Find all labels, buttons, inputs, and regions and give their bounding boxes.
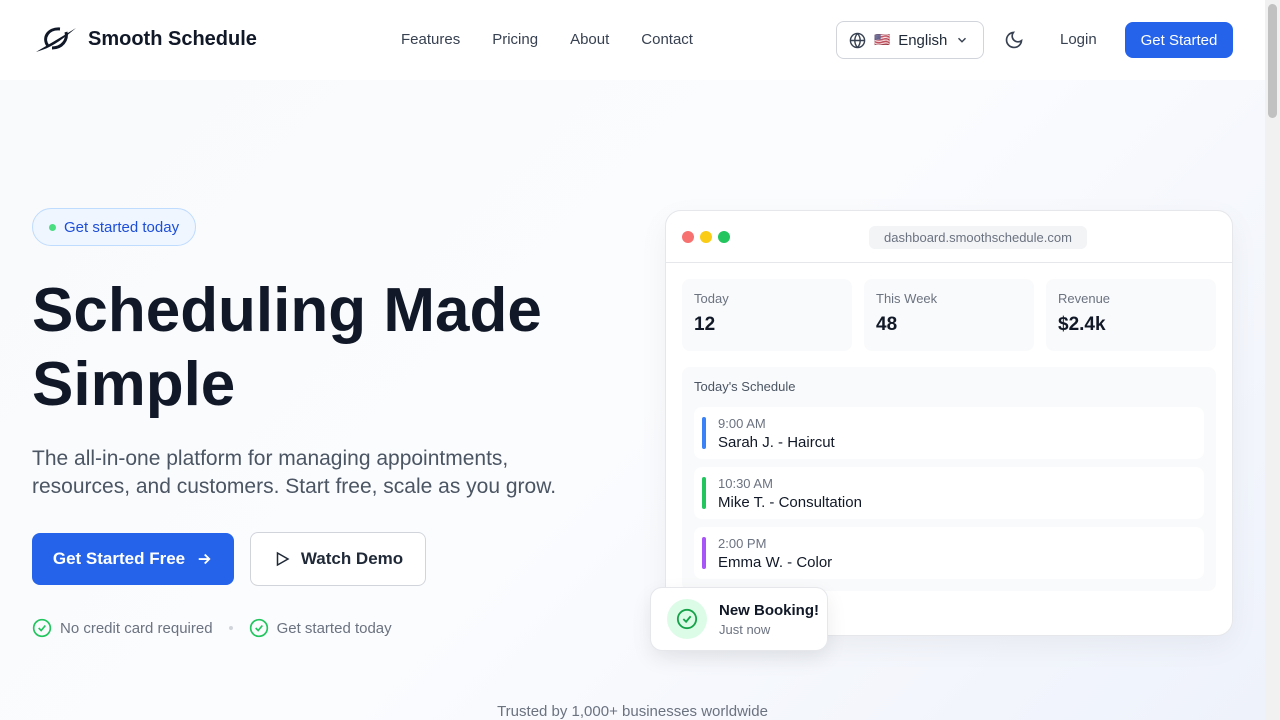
schedule-panel: Today's Schedule 9:00 AM Sarah J. - Hairc… bbox=[682, 367, 1216, 591]
scrollbar-thumb[interactable] bbox=[1268, 4, 1277, 118]
window-bar: dashboard.smoothschedule.com bbox=[666, 211, 1232, 263]
minimize-dot bbox=[700, 231, 712, 243]
nav-about[interactable]: About bbox=[570, 31, 610, 48]
item-time: 9:00 AM bbox=[718, 416, 766, 431]
brand-name: Smooth Schedule bbox=[88, 27, 257, 50]
login-link[interactable]: Login bbox=[1060, 31, 1097, 48]
stat-value: 12 bbox=[694, 314, 716, 335]
accent-bar bbox=[702, 417, 706, 449]
list-item: 10:30 AM Mike T. - Consultation bbox=[694, 467, 1204, 519]
flag-icon: 🇺🇸 bbox=[874, 32, 891, 47]
check-label: No credit card required bbox=[60, 619, 213, 637]
accent-bar bbox=[702, 537, 706, 569]
item-name: Sarah J. - Haircut bbox=[718, 434, 835, 451]
stat-today: Today 12 bbox=[682, 279, 852, 351]
status-dot bbox=[49, 223, 56, 231]
check-label: Get started today bbox=[276, 619, 392, 637]
button-label: Get Started Free bbox=[52, 549, 186, 568]
stat-label: Today bbox=[694, 291, 729, 306]
item-name: Emma W. - Color bbox=[718, 554, 833, 571]
item-time: 10:30 AM bbox=[718, 476, 773, 491]
check-circle-icon bbox=[249, 618, 268, 638]
arrow-right-icon bbox=[198, 553, 211, 565]
logo-icon bbox=[36, 27, 76, 52]
accent-bar bbox=[702, 477, 706, 509]
check-circle-icon bbox=[32, 618, 52, 638]
url-bar: dashboard.smoothschedule.com bbox=[869, 226, 1087, 249]
stat-label: This Week bbox=[876, 291, 938, 306]
chevron-down-icon bbox=[958, 37, 967, 43]
new-booking-toast: New Booking! Just now bbox=[650, 587, 828, 651]
trusted-by-text: Trusted by 1,000+ businesses worldwide bbox=[497, 703, 768, 720]
separator-dot bbox=[228, 626, 233, 630]
toast-title: New Booking! bbox=[719, 601, 819, 619]
get-started-button[interactable]: Get Started bbox=[1125, 22, 1233, 58]
globe-icon bbox=[849, 32, 866, 48]
item-name: Mike T. - Consultation bbox=[718, 494, 862, 511]
stat-value: $2.4k bbox=[1058, 314, 1106, 335]
moon-icon[interactable] bbox=[1004, 30, 1024, 50]
nav-features[interactable]: Features bbox=[401, 31, 461, 48]
language-select[interactable]: 🇺🇸 English bbox=[836, 21, 984, 59]
stat-value: 48 bbox=[876, 314, 898, 335]
toast-icon-wrap bbox=[667, 599, 707, 639]
toast-subtitle: Just now bbox=[719, 621, 771, 637]
page-title: Scheduling Made Simple bbox=[32, 274, 632, 422]
stat-label: Revenue bbox=[1058, 291, 1111, 306]
maximize-dot bbox=[718, 231, 730, 243]
check-circle-icon bbox=[676, 608, 698, 630]
watch-demo-button[interactable]: Watch Demo bbox=[250, 532, 426, 586]
list-item: 9:00 AM Sarah J. - Haircut bbox=[694, 407, 1204, 459]
nav-contact[interactable]: Contact bbox=[641, 31, 693, 48]
close-dot bbox=[682, 231, 694, 243]
scrollbar[interactable] bbox=[1265, 0, 1280, 720]
feature-checks: No credit card required Get started toda… bbox=[32, 618, 392, 638]
get-started-free-button[interactable]: Get Started Free bbox=[32, 533, 234, 585]
badge-label: Get started today bbox=[64, 218, 180, 236]
dashboard-preview: dashboard.smoothschedule.com Today 12 Thi… bbox=[665, 210, 1233, 636]
play-icon bbox=[276, 551, 290, 567]
language-label: English bbox=[898, 31, 948, 49]
list-item: 2:00 PM Emma W. - Color bbox=[694, 527, 1204, 579]
hero-subtitle: The all-in-one platform for managing app… bbox=[32, 447, 557, 498]
hero-badge: Get started today bbox=[32, 208, 197, 246]
schedule-title: Today's Schedule bbox=[694, 379, 796, 394]
button-label: Watch Demo bbox=[300, 549, 404, 568]
nav-pricing[interactable]: Pricing bbox=[492, 31, 539, 48]
title-line-1: Scheduling Made bbox=[32, 276, 542, 345]
navbar: Smooth Schedule Features Pricing About C… bbox=[0, 0, 1265, 80]
title-line-2: Simple bbox=[32, 350, 236, 419]
stat-revenue: Revenue $2.4k bbox=[1046, 279, 1216, 351]
stat-week: This Week 48 bbox=[864, 279, 1034, 351]
logo[interactable]: Smooth Schedule bbox=[34, 24, 257, 54]
item-time: 2:00 PM bbox=[718, 536, 767, 551]
